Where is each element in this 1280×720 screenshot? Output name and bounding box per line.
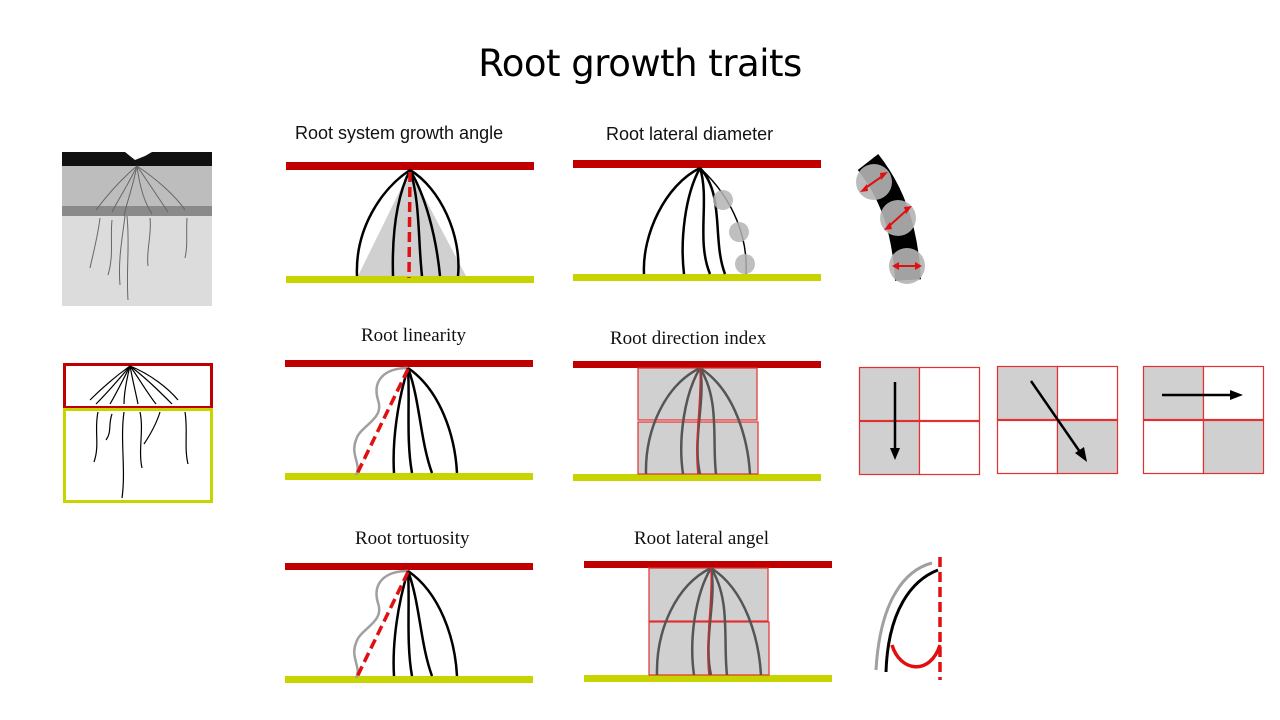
panel-lateral-angel [584, 561, 832, 682]
direction-grid-right [1142, 365, 1265, 475]
panel-tortuosity [285, 563, 533, 683]
label-tortuosity: Root tortuosity [355, 528, 470, 549]
panel-lateral-diameter [573, 160, 821, 281]
label-lateral-angel: Root lateral angel [634, 528, 770, 549]
label-direction-index: Root direction index [610, 328, 767, 349]
right-arrow-icon [1162, 390, 1243, 400]
panel-linearity [285, 360, 533, 480]
diagonal-arrow-icon [1029, 380, 1087, 462]
direction-grid-down [858, 366, 981, 476]
label-lateral-diameter: Root lateral diameter [606, 124, 774, 144]
diameter-detail [856, 153, 925, 284]
label-linearity: Root linearity [361, 325, 467, 346]
down-arrow-icon [890, 382, 900, 460]
root-zone-schematic [63, 363, 213, 503]
panel-direction-index [573, 361, 821, 481]
slide-title: Root growth traits [478, 42, 802, 85]
root-photo [62, 152, 212, 306]
lateral-angle-detail [874, 557, 942, 680]
panel-growth-angle [286, 162, 534, 283]
label-growth-angle: Root system growth angle [295, 123, 504, 143]
diameter-arrow-icon [860, 172, 922, 270]
direction-grid-diagonal [996, 365, 1119, 475]
